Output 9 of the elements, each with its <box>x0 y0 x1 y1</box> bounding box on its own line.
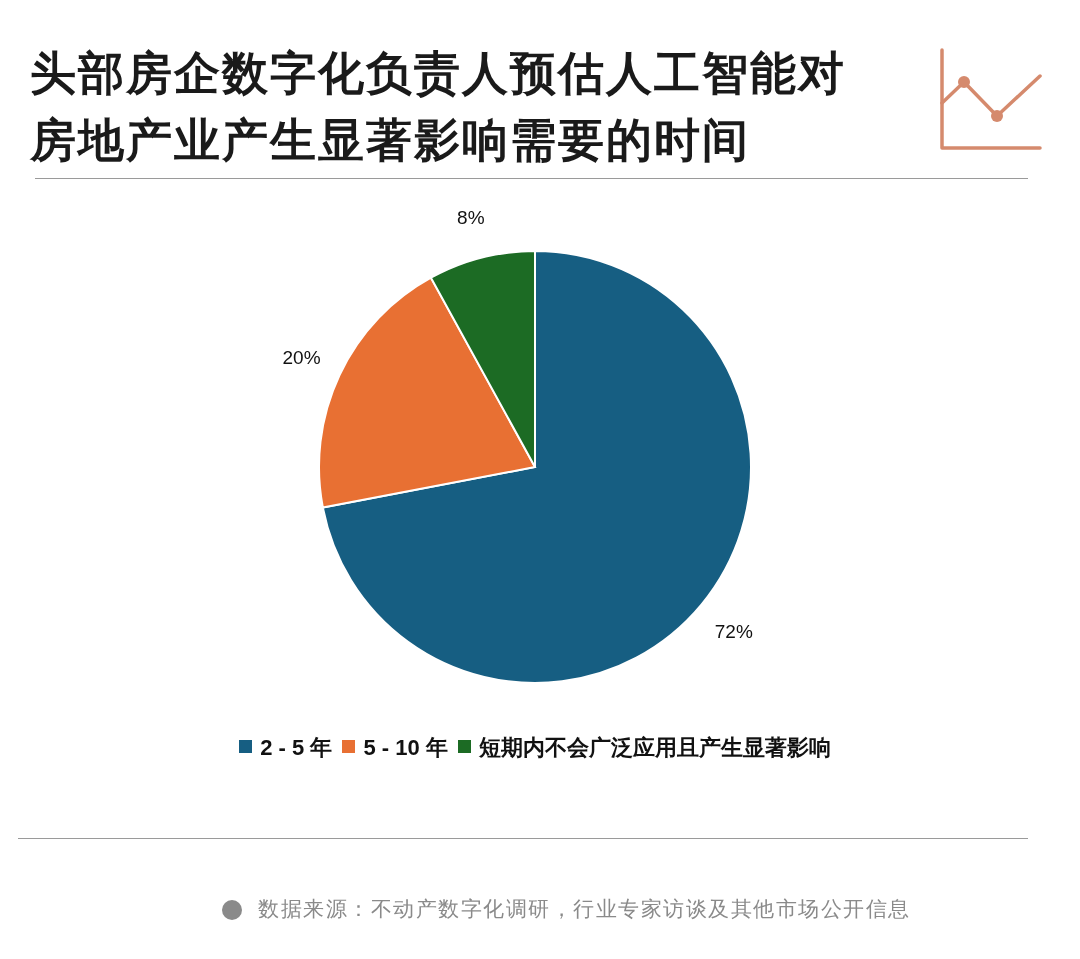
legend-label: 5 - 10 年 <box>363 735 448 760</box>
data-label: 72% <box>714 621 753 643</box>
legend-label: 短期内不会广泛应用且产生显著影响 <box>478 735 831 760</box>
chart-title: 头部房企数字化负责人预估人工智能对房地产业产生显著影响需要的时间 <box>30 46 847 168</box>
data-label: 20% <box>282 347 321 369</box>
pie: 72% 20% 8% <box>282 207 753 684</box>
data-label: 8% <box>457 207 485 229</box>
source-note: 数据来源：不动产数字化调研，行业专家访谈及其他市场公开信息 <box>258 897 911 920</box>
legend-label: 2 - 5 年 <box>260 735 333 760</box>
